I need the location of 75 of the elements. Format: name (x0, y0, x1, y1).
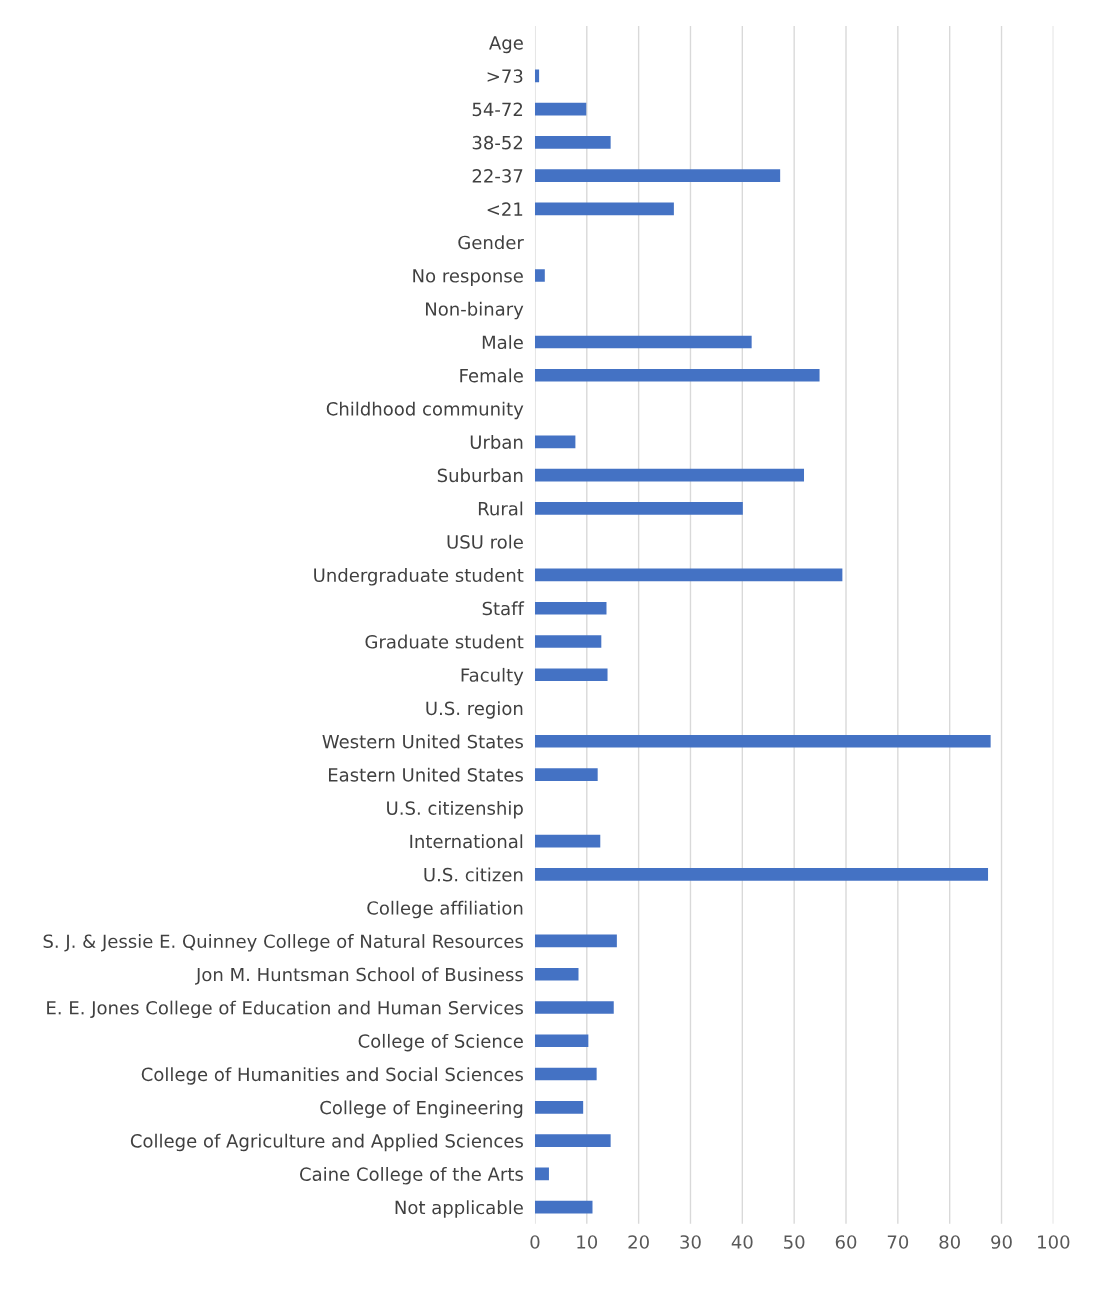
y-tick-label: U.S. citizenship (387, 800, 523, 819)
y-tick-label: Gender (458, 235, 524, 250)
bar (534, 169, 781, 182)
y-tick-label: U.S. region (426, 701, 523, 719)
bar (534, 136, 611, 149)
y-tick-label: 38-52 (472, 135, 523, 150)
y-tick-label: >73 (487, 69, 523, 83)
x-tick-label: 40 (731, 1235, 753, 1249)
y-tick-label: College of Humanities and Social Sciences (141, 1067, 523, 1085)
x-tick-label: 100 (1038, 1235, 1070, 1249)
y-tick-label: Rural (478, 501, 523, 516)
bar (534, 1100, 584, 1114)
bar (534, 502, 743, 515)
y-tick-label: Staff (482, 601, 525, 616)
y-tick-label: College affiliation (367, 900, 523, 919)
bar (534, 269, 545, 282)
y-tick-label: <21 (487, 202, 523, 216)
y-tick-label: Urban (470, 434, 523, 449)
bar (534, 668, 608, 682)
x-tick-label: 90 (991, 1235, 1012, 1249)
x-tick-label: 20 (628, 1235, 649, 1249)
y-tick-label: College of Agriculture and Applied Sciences (130, 1133, 523, 1152)
x-tick-label: 0 (530, 1235, 540, 1249)
bar (534, 1001, 614, 1014)
y-tick-label: Age (489, 36, 523, 54)
bar (534, 368, 820, 382)
y-tick-label: Childhood community (326, 401, 524, 420)
x-tick-label: 80 (939, 1235, 960, 1249)
bar (534, 335, 752, 349)
y-tick-label: 54-72 (472, 102, 523, 117)
bar (534, 102, 587, 116)
y-tick-label: E. E. Jones College of Education and Human Services (47, 1000, 523, 1019)
bar (534, 868, 989, 881)
y-tick-label: Female (460, 368, 523, 383)
x-tick-label: 10 (577, 1235, 598, 1249)
y-tick-label: Not applicable (395, 1200, 523, 1218)
y-tick-label: International (410, 834, 523, 849)
bar (534, 635, 602, 648)
y-tick-label: College of Science (358, 1033, 523, 1052)
y-tick-label: Western United States (322, 734, 523, 749)
bar (534, 734, 991, 748)
y-tick-label: USU role (447, 534, 523, 549)
bar (534, 967, 579, 981)
y-tick-label: Eastern United States (329, 767, 523, 782)
y-tick-label: 22-37 (472, 169, 523, 183)
x-tick-label: 60 (835, 1235, 857, 1249)
y-tick-label: Male (482, 335, 523, 350)
bar (534, 934, 617, 948)
bar (534, 1034, 589, 1048)
x-tick-label: 30 (680, 1235, 701, 1249)
y-tick-label: U.S. citizen (424, 867, 523, 882)
y-tick-label: Jon M. Huntsman School of Business (195, 967, 523, 985)
bar (534, 1167, 549, 1181)
bar (534, 69, 540, 83)
bar (534, 568, 843, 582)
bar (534, 1067, 597, 1081)
bar (534, 1134, 611, 1147)
x-tick-label: 50 (784, 1235, 805, 1249)
y-tick-label: Non-binary (426, 301, 524, 320)
y-tick-label: College of Engineering (320, 1100, 523, 1118)
bar (534, 1200, 593, 1214)
y-tick-label: Caine College of the Arts (300, 1167, 523, 1185)
bar (534, 834, 601, 848)
y-tick-label: No response (413, 269, 523, 287)
x-tick-label: 70 (887, 1235, 909, 1249)
y-tick-label: Undergraduate student (314, 568, 524, 586)
bar (534, 435, 576, 449)
y-tick-label: Graduate student (365, 634, 524, 649)
y-tick-label: Faculty (461, 667, 524, 686)
bar (534, 768, 598, 781)
y-tick-label: Suburban (437, 468, 523, 483)
bar (534, 468, 805, 482)
bar (534, 601, 607, 615)
bar (534, 202, 674, 216)
y-tick-label: S. J. & Jessie E. Quinney College of Natural Resources (43, 934, 523, 952)
